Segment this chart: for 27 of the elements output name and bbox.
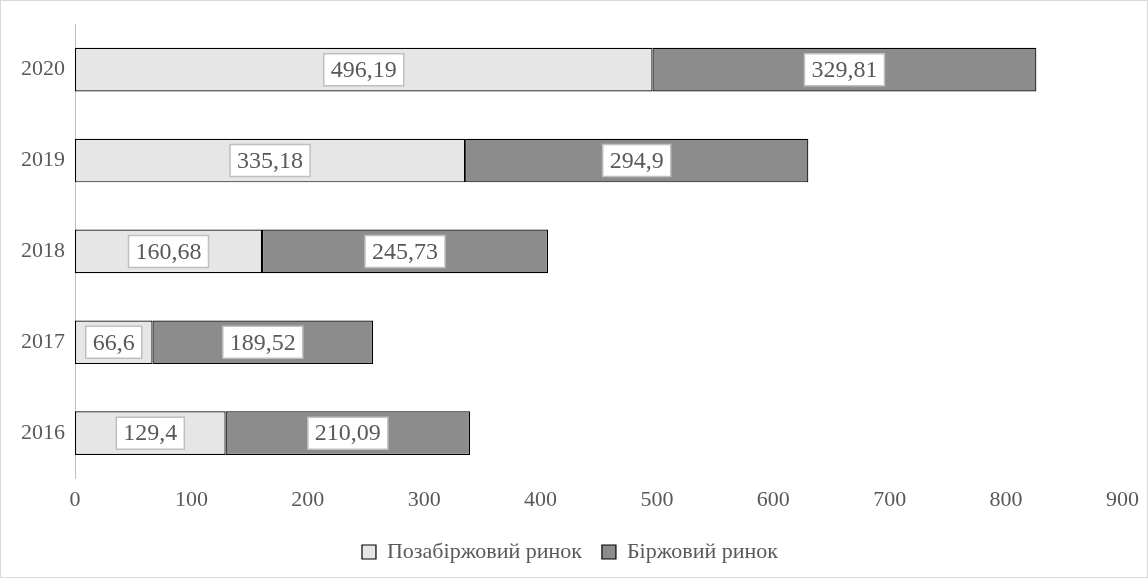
y-tick-label: 2019 [21, 146, 65, 172]
x-tick-label: 100 [174, 485, 208, 511]
x-tick-label: 0 [69, 485, 81, 511]
x-tick-label: 300 [407, 485, 441, 511]
x-tick-label: 200 [291, 485, 325, 511]
data-label: 210,09 [314, 419, 381, 446]
y-tick-label: 2018 [21, 237, 65, 263]
legend-label: Біржовий ринок [626, 537, 779, 563]
x-tick-label: 400 [524, 485, 558, 511]
x-tick-label: 600 [756, 485, 790, 511]
x-tick-label: 500 [640, 485, 674, 511]
legend-label: Позабіржовий ринок [386, 537, 583, 563]
data-label: 66,6 [92, 328, 135, 355]
data-label: 294,9 [609, 146, 664, 173]
y-tick-label: 2016 [21, 418, 65, 444]
data-label: 160,68 [135, 237, 202, 264]
data-label: 245,73 [372, 237, 439, 264]
data-label: 129,4 [123, 419, 178, 446]
data-label: 335,18 [237, 146, 304, 173]
data-label: 496,19 [330, 55, 397, 82]
y-tick-label: 2017 [21, 328, 65, 354]
x-tick-label: 700 [873, 485, 907, 511]
data-label: 329,81 [811, 55, 878, 82]
x-tick-label: 800 [989, 485, 1023, 511]
y-tick-label: 2020 [21, 55, 65, 81]
data-label: 189,52 [229, 328, 296, 355]
x-tick-label: 900 [1106, 485, 1139, 511]
